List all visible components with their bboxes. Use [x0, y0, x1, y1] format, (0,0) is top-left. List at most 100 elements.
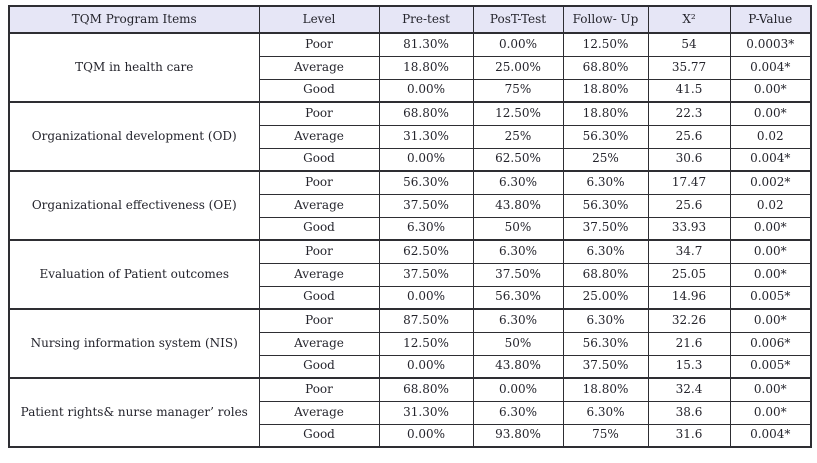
pre-test-cell: 87.50% [378, 308, 474, 333]
level-cell: Average [258, 193, 380, 218]
chi-square-cell: 31.6 [647, 423, 731, 448]
pre-test-cell: 68.80% [378, 377, 474, 402]
level-cell: Good [258, 285, 380, 310]
pre-test-cell: 0.00% [378, 423, 474, 448]
follow-up-cell: 6.30% [562, 239, 649, 264]
table-row: Average 31.30% 6.30% 6.30% 38.6 0.00* [9, 400, 812, 425]
table-row: Good 0.00% 75% 18.80% 41.5 0.00* [9, 78, 812, 103]
pre-test-cell: 31.30% [378, 400, 474, 425]
level-cell: Poor [258, 101, 380, 126]
table-row: Average 37.50% 43.80% 56.30% 25.6 0.02 [9, 193, 812, 218]
table-row: Good 0.00% 43.80% 37.50% 15.3 0.005* [9, 354, 812, 379]
p-value-cell: 0.00* [729, 377, 812, 402]
follow-up-cell: 18.80% [562, 377, 649, 402]
program-item-cell: Nursing information system (NIS) [8, 308, 260, 379]
chi-square-cell: 34.7 [647, 239, 731, 264]
chi-square-cell: 25.05 [647, 262, 731, 287]
pre-test-cell: 81.30% [378, 32, 474, 57]
chi-square-cell: 25.6 [647, 124, 731, 149]
level-cell: Average [258, 400, 380, 425]
table-row: Average 31.30% 25% 56.30% 25.6 0.02 [9, 124, 812, 149]
follow-up-cell: 18.80% [562, 78, 649, 103]
header-pre-test: Pre-test [378, 5, 474, 34]
p-value-cell: 0.00* [729, 400, 812, 425]
program-item-cell: Organizational effectiveness (OE) [8, 170, 260, 241]
p-value-cell: 0.0003* [729, 32, 812, 57]
follow-up-cell: 68.80% [562, 55, 649, 80]
follow-up-cell: 56.30% [562, 124, 649, 149]
follow-up-cell: 12.50% [562, 32, 649, 57]
post-test-cell: 75% [472, 78, 564, 103]
level-cell: Poor [258, 308, 380, 333]
follow-up-cell: 37.50% [562, 354, 649, 379]
program-item-cell: Patient rights& nurse manager’ roles [8, 377, 260, 448]
p-value-cell: 0.00* [729, 101, 812, 126]
p-value-cell: 0.004* [729, 423, 812, 448]
level-cell: Good [258, 423, 380, 448]
pre-test-cell: 0.00% [378, 147, 474, 172]
post-test-cell: 50% [472, 331, 564, 356]
level-cell: Poor [258, 32, 380, 57]
p-value-cell: 0.004* [729, 55, 812, 80]
chi-square-cell: 15.3 [647, 354, 731, 379]
pre-test-cell: 18.80% [378, 55, 474, 80]
level-cell: Poor [258, 170, 380, 195]
table-row: TQM in health care Poor 81.30% 0.00% 12.50% 5… [8, 32, 812, 103]
post-test-cell: 6.30% [472, 170, 564, 195]
p-value-cell: 0.02 [729, 193, 812, 218]
follow-up-cell: 56.30% [562, 193, 649, 218]
follow-up-cell: 6.30% [562, 308, 649, 333]
header-chi-square: X² [647, 5, 731, 34]
pre-test-cell: 0.00% [378, 78, 474, 103]
post-test-cell: 6.30% [472, 239, 564, 264]
level-cell: Good [258, 147, 380, 172]
pre-test-cell: 0.00% [378, 354, 474, 379]
follow-up-cell: 6.30% [562, 400, 649, 425]
pre-test-cell: 37.50% [378, 262, 474, 287]
pre-test-cell: 68.80% [378, 101, 474, 126]
post-test-cell: 25% [472, 124, 564, 149]
table-row: Good 0.00% 56.30% 25.00% 14.96 0.005* [9, 285, 812, 310]
level-cell: Average [258, 55, 380, 80]
chi-square-cell: 32.26 [647, 308, 731, 333]
pre-test-cell: 12.50% [378, 331, 474, 356]
level-cell: Poor [258, 377, 380, 402]
post-test-cell: 6.30% [472, 308, 564, 333]
header-p-value: P-Value [729, 5, 812, 34]
p-value-cell: 0.00* [729, 308, 812, 333]
chi-square-cell: 14.96 [647, 285, 731, 310]
level-cell: Good [258, 354, 380, 379]
post-test-cell: 25.00% [472, 55, 564, 80]
follow-up-cell: 25% [562, 147, 649, 172]
level-cell: Average [258, 124, 380, 149]
follow-up-cell: 37.50% [562, 216, 649, 241]
header-post-test: PosT-Test [472, 5, 564, 34]
p-value-cell: 0.00* [729, 216, 812, 241]
table-row: Organizational effectiveness (OE) Poor 56.… [8, 170, 812, 241]
header-row: TQM Program Items Level Pre-test PosT-Te… [8, 5, 812, 34]
post-test-cell: 6.30% [472, 400, 564, 425]
p-value-cell: 0.00* [729, 78, 812, 103]
post-test-cell: 43.80% [472, 193, 564, 218]
level-cell: Good [258, 78, 380, 103]
table-row: Nursing information system (NIS) Poor 87.5… [8, 308, 812, 379]
table-row: Good 0.00% 93.80% 75% 31.6 0.004* [9, 423, 812, 448]
table-body: TQM in health care Poor 81.30% 0.00% 12.50% 5… [8, 32, 812, 448]
p-value-cell: 0.006* [729, 331, 812, 356]
pre-test-cell: 62.50% [378, 239, 474, 264]
program-item-cell: Organizational development (OD) [8, 101, 260, 172]
level-cell: Average [258, 262, 380, 287]
program-item-cell: TQM in health care [8, 32, 260, 103]
table-row: Average 12.50% 50% 56.30% 21.6 0.006* [9, 331, 812, 356]
chi-square-cell: 25.6 [647, 193, 731, 218]
level-cell: Poor [258, 239, 380, 264]
pre-test-cell: 56.30% [378, 170, 474, 195]
post-test-cell: 43.80% [472, 354, 564, 379]
pre-test-cell: 6.30% [378, 216, 474, 241]
post-test-cell: 12.50% [472, 101, 564, 126]
pre-test-cell: 0.00% [378, 285, 474, 310]
tqm-results-table: TQM Program Items Level Pre-test PosT-Te… [8, 5, 812, 448]
p-value-cell: 0.002* [729, 170, 812, 195]
chi-square-cell: 33.93 [647, 216, 731, 241]
follow-up-cell: 56.30% [562, 331, 649, 356]
